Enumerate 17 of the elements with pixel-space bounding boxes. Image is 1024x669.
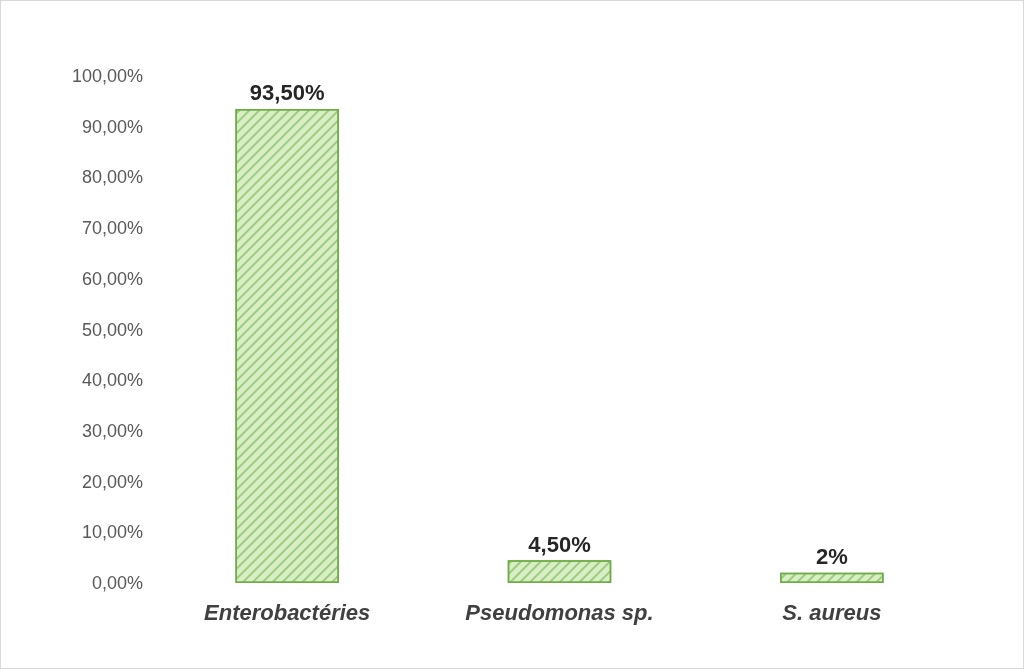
y-tick-label: 50,00% — [81, 319, 143, 340]
data-label: 2% — [815, 544, 848, 570]
y-tick-label: 30,00% — [81, 420, 143, 441]
y-tick-label: 100,00% — [71, 66, 143, 86]
x-tick-label: Pseudomonas sp. — [465, 599, 654, 625]
y-tick-label: 40,00% — [81, 370, 143, 391]
y-tick-label: 20,00% — [81, 471, 143, 492]
x-tick-label: S. aureus — [782, 599, 882, 625]
data-label: 4,50% — [528, 531, 591, 557]
y-tick-label: 60,00% — [81, 268, 143, 289]
y-tick-label: 10,00% — [81, 522, 143, 543]
y-tick-label: 70,00% — [81, 218, 143, 239]
y-tick-label: 80,00% — [81, 167, 143, 188]
data-label: 93,50% — [249, 80, 325, 106]
x-tick-label: Enterobactéries — [204, 599, 371, 625]
y-tick-label: 90,00% — [81, 116, 143, 137]
y-tick-label: 0,00% — [91, 573, 143, 593]
